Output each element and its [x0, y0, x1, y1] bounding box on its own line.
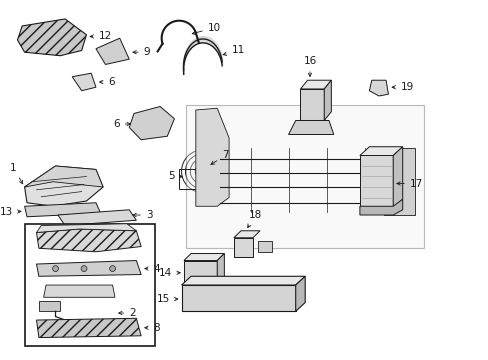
Bar — [178, 169, 205, 189]
Polygon shape — [368, 80, 387, 96]
Polygon shape — [37, 318, 141, 338]
Polygon shape — [43, 285, 115, 297]
Polygon shape — [186, 105, 423, 248]
Text: 13: 13 — [0, 207, 21, 216]
Polygon shape — [72, 73, 96, 91]
Polygon shape — [359, 156, 392, 208]
Text: 11: 11 — [223, 45, 244, 55]
Polygon shape — [96, 38, 129, 64]
Polygon shape — [24, 203, 101, 217]
Text: 6: 6 — [100, 77, 114, 87]
Polygon shape — [183, 261, 217, 283]
Polygon shape — [181, 276, 305, 285]
Polygon shape — [195, 108, 229, 206]
Text: 2: 2 — [119, 308, 136, 318]
Polygon shape — [37, 229, 141, 252]
Polygon shape — [257, 241, 271, 252]
Polygon shape — [181, 285, 295, 311]
Text: 5: 5 — [167, 171, 182, 181]
Polygon shape — [24, 166, 103, 187]
Text: 17: 17 — [396, 179, 422, 189]
Polygon shape — [288, 121, 333, 135]
Polygon shape — [300, 89, 324, 121]
Text: 8: 8 — [144, 323, 159, 333]
Circle shape — [109, 266, 115, 271]
Polygon shape — [129, 107, 174, 140]
Circle shape — [81, 266, 87, 271]
Text: 6: 6 — [113, 119, 130, 129]
Circle shape — [53, 266, 59, 271]
Polygon shape — [295, 276, 305, 311]
Polygon shape — [383, 148, 414, 215]
Polygon shape — [58, 210, 136, 225]
Text: 19: 19 — [391, 82, 413, 92]
Text: 7: 7 — [210, 150, 228, 165]
Polygon shape — [359, 199, 402, 215]
Text: 1: 1 — [10, 163, 22, 184]
Text: 15: 15 — [156, 294, 178, 304]
Polygon shape — [39, 301, 60, 311]
Text: 4: 4 — [144, 264, 159, 274]
Polygon shape — [37, 261, 141, 276]
Text: 12: 12 — [90, 31, 111, 41]
Text: 16: 16 — [303, 56, 316, 77]
Polygon shape — [24, 166, 103, 206]
Bar — [24, 224, 155, 346]
Polygon shape — [37, 224, 136, 233]
Polygon shape — [233, 231, 260, 238]
Polygon shape — [233, 238, 252, 257]
Polygon shape — [392, 147, 402, 208]
Text: 18: 18 — [247, 210, 262, 228]
Polygon shape — [300, 80, 331, 89]
Polygon shape — [18, 19, 86, 56]
Text: 14: 14 — [159, 268, 180, 278]
Polygon shape — [359, 147, 402, 156]
Polygon shape — [324, 80, 331, 121]
Polygon shape — [217, 253, 224, 283]
Polygon shape — [183, 253, 224, 261]
Text: 9: 9 — [133, 47, 150, 57]
Text: 3: 3 — [133, 210, 152, 220]
Text: 10: 10 — [192, 23, 221, 35]
